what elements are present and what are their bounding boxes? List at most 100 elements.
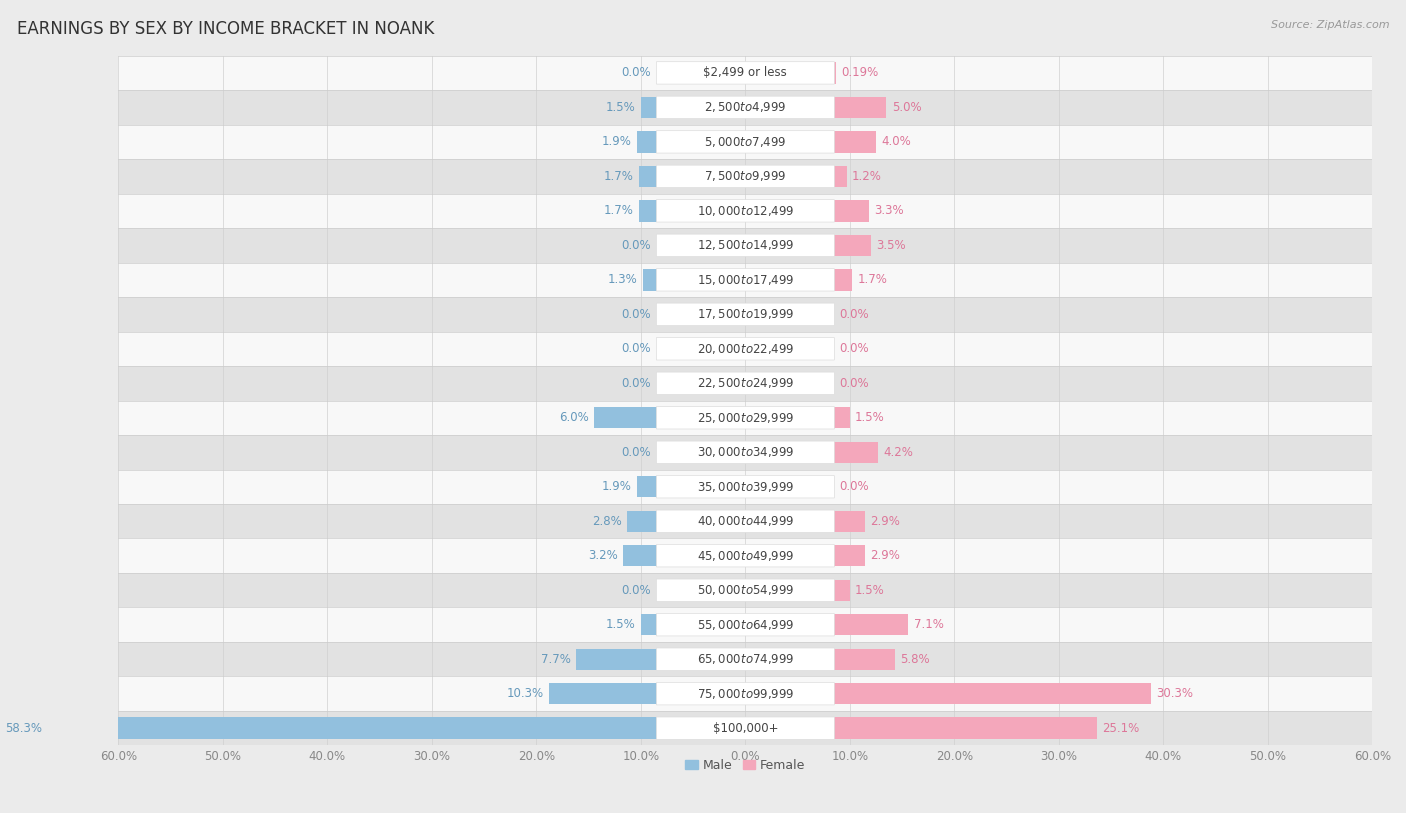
Text: 0.19%: 0.19%: [841, 67, 879, 80]
Bar: [118, 228, 1372, 263]
Text: $2,499 or less: $2,499 or less: [703, 67, 787, 80]
Bar: [834, 545, 865, 567]
Bar: [118, 193, 1372, 228]
Bar: [638, 200, 657, 221]
Text: 3.2%: 3.2%: [588, 550, 617, 563]
Text: $10,000 to $12,499: $10,000 to $12,499: [696, 204, 794, 218]
Bar: [118, 159, 1372, 193]
Text: 3.5%: 3.5%: [876, 239, 905, 252]
Bar: [834, 683, 1152, 704]
Text: $40,000 to $44,999: $40,000 to $44,999: [696, 515, 794, 528]
Text: $35,000 to $39,999: $35,000 to $39,999: [696, 480, 794, 493]
Text: $45,000 to $49,999: $45,000 to $49,999: [696, 549, 794, 563]
Text: 1.7%: 1.7%: [858, 273, 887, 286]
Bar: [548, 683, 657, 704]
FancyBboxPatch shape: [657, 648, 834, 671]
Bar: [118, 366, 1372, 401]
Text: 4.0%: 4.0%: [882, 136, 911, 148]
Text: 30.3%: 30.3%: [1156, 687, 1194, 700]
FancyBboxPatch shape: [657, 406, 834, 429]
Bar: [118, 297, 1372, 332]
Text: 7.7%: 7.7%: [541, 653, 571, 666]
Text: 0.0%: 0.0%: [621, 446, 651, 459]
Bar: [638, 166, 657, 187]
Text: EARNINGS BY SEX BY INCOME BRACKET IN NOANK: EARNINGS BY SEX BY INCOME BRACKET IN NOA…: [17, 20, 434, 38]
Bar: [834, 407, 849, 428]
Bar: [118, 401, 1372, 435]
Text: 0.0%: 0.0%: [621, 67, 651, 80]
FancyBboxPatch shape: [657, 62, 834, 84]
Legend: Male, Female: Male, Female: [681, 754, 810, 777]
Bar: [834, 649, 894, 670]
Text: 1.5%: 1.5%: [855, 411, 884, 424]
Text: 1.5%: 1.5%: [606, 618, 636, 631]
Text: $20,000 to $22,499: $20,000 to $22,499: [696, 341, 794, 356]
Bar: [834, 63, 837, 84]
Text: Source: ZipAtlas.com: Source: ZipAtlas.com: [1271, 20, 1389, 30]
Bar: [48, 718, 657, 739]
Text: $75,000 to $99,999: $75,000 to $99,999: [696, 687, 794, 701]
Text: $5,000 to $7,499: $5,000 to $7,499: [704, 135, 786, 149]
Text: 7.1%: 7.1%: [914, 618, 943, 631]
Bar: [834, 166, 846, 187]
Text: 25.1%: 25.1%: [1102, 722, 1139, 735]
Text: 1.5%: 1.5%: [855, 584, 884, 597]
Text: $100,000+: $100,000+: [713, 722, 778, 735]
Bar: [641, 614, 657, 636]
FancyBboxPatch shape: [657, 476, 834, 498]
FancyBboxPatch shape: [657, 717, 834, 739]
Bar: [118, 435, 1372, 470]
Text: 2.8%: 2.8%: [592, 515, 621, 528]
Text: 4.2%: 4.2%: [883, 446, 912, 459]
Bar: [118, 470, 1372, 504]
FancyBboxPatch shape: [657, 579, 834, 602]
Text: 1.7%: 1.7%: [603, 204, 634, 217]
FancyBboxPatch shape: [657, 614, 834, 636]
Bar: [641, 97, 657, 118]
Text: 3.3%: 3.3%: [875, 204, 904, 217]
Bar: [834, 511, 865, 532]
Bar: [118, 538, 1372, 573]
Text: 1.3%: 1.3%: [607, 273, 638, 286]
Text: 1.7%: 1.7%: [603, 170, 634, 183]
Bar: [118, 504, 1372, 538]
Bar: [118, 332, 1372, 366]
Bar: [834, 614, 908, 636]
FancyBboxPatch shape: [657, 165, 834, 188]
Bar: [627, 511, 657, 532]
Bar: [623, 545, 657, 567]
Text: $25,000 to $29,999: $25,000 to $29,999: [697, 411, 794, 424]
FancyBboxPatch shape: [657, 337, 834, 360]
Text: 1.9%: 1.9%: [602, 480, 631, 493]
Text: 1.5%: 1.5%: [606, 101, 636, 114]
Bar: [643, 269, 657, 290]
Text: $50,000 to $54,999: $50,000 to $54,999: [696, 583, 794, 598]
Bar: [118, 90, 1372, 124]
Text: 0.0%: 0.0%: [839, 480, 869, 493]
FancyBboxPatch shape: [657, 268, 834, 291]
Bar: [576, 649, 657, 670]
Text: 5.0%: 5.0%: [891, 101, 921, 114]
Bar: [118, 676, 1372, 711]
Bar: [118, 607, 1372, 642]
Text: $30,000 to $34,999: $30,000 to $34,999: [696, 446, 794, 459]
FancyBboxPatch shape: [657, 545, 834, 567]
Bar: [834, 131, 876, 153]
Text: 1.9%: 1.9%: [602, 136, 631, 148]
Bar: [834, 718, 1097, 739]
Text: 0.0%: 0.0%: [839, 308, 869, 321]
Text: 6.0%: 6.0%: [558, 411, 589, 424]
Bar: [834, 97, 886, 118]
Text: $7,500 to $9,999: $7,500 to $9,999: [704, 169, 786, 184]
Text: 5.8%: 5.8%: [900, 653, 929, 666]
Bar: [834, 200, 869, 221]
FancyBboxPatch shape: [657, 96, 834, 119]
Bar: [834, 441, 879, 463]
Text: 0.0%: 0.0%: [621, 376, 651, 389]
Text: 0.0%: 0.0%: [839, 342, 869, 355]
Text: 58.3%: 58.3%: [6, 722, 42, 735]
Text: 0.0%: 0.0%: [621, 342, 651, 355]
Bar: [834, 580, 849, 601]
FancyBboxPatch shape: [657, 372, 834, 394]
FancyBboxPatch shape: [657, 200, 834, 222]
